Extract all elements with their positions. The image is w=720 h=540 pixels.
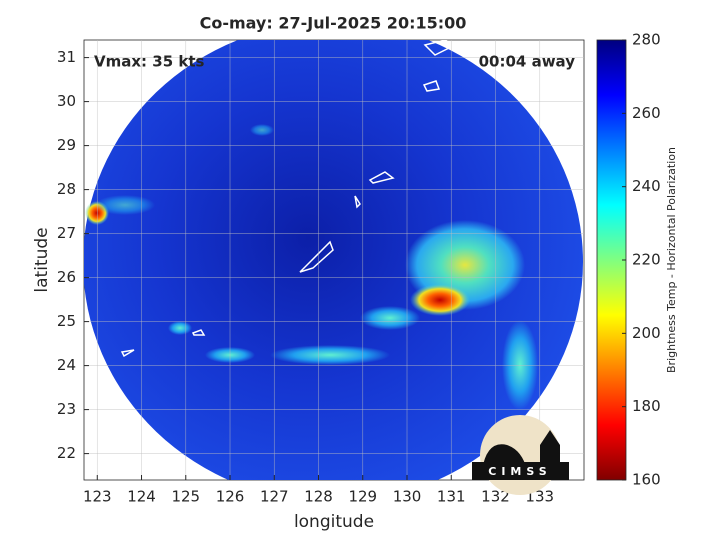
axes: 123 124 125 126 127 128 129 130 131 132 1332223242… bbox=[57, 31, 661, 506]
x-tick-label: 123 bbox=[83, 488, 112, 506]
colorbar-tick-label: 200 bbox=[632, 324, 661, 342]
colorbar-tick-label: 240 bbox=[632, 177, 661, 195]
x-tick-label: 129 bbox=[348, 488, 377, 506]
x-tick-label: 125 bbox=[171, 488, 200, 506]
satellite-image bbox=[84, 40, 583, 480]
colorbar-tick-label: 160 bbox=[632, 471, 661, 489]
x-tick-label: 132 bbox=[481, 488, 510, 506]
y-tick-label: 25 bbox=[57, 312, 76, 330]
y-tick-label: 29 bbox=[57, 136, 76, 154]
y-tick-label: 24 bbox=[57, 356, 76, 374]
x-tick-label: 128 bbox=[304, 488, 333, 506]
y-tick-label: 27 bbox=[57, 224, 76, 242]
y-tick-label: 31 bbox=[57, 48, 76, 66]
x-tick-label: 126 bbox=[216, 488, 245, 506]
y-axis-label: latitude bbox=[32, 227, 52, 292]
y-tick-label: 26 bbox=[57, 268, 76, 286]
logo-text: CIMSS bbox=[488, 465, 551, 478]
annotation: Vmax: 35 kts bbox=[94, 53, 204, 71]
colorbar-tick-label: 280 bbox=[632, 31, 661, 49]
y-tick-label: 23 bbox=[57, 400, 76, 418]
colorbar bbox=[596, 39, 627, 481]
x-tick-label: 130 bbox=[393, 488, 422, 506]
x-tick-label: 131 bbox=[437, 488, 466, 506]
y-tick-label: 30 bbox=[57, 92, 76, 110]
y-tick-label: 22 bbox=[57, 444, 76, 462]
colorbar-tick-label: 260 bbox=[632, 104, 661, 122]
x-tick-label: 127 bbox=[260, 488, 289, 506]
colorbar-label: Brightness Temp - Horizontal Polarizatio… bbox=[665, 147, 678, 373]
y-tick-label: 28 bbox=[57, 180, 76, 198]
logo: CIMSS bbox=[472, 415, 569, 495]
x-tick-label: 124 bbox=[127, 488, 156, 506]
x-axis-label: longitude bbox=[294, 512, 374, 532]
colorbar-tick-label: 220 bbox=[632, 251, 661, 269]
annotation: 00:04 away bbox=[479, 53, 576, 71]
chart-title: Co-may: 27-Jul-2025 20:15:00 bbox=[200, 14, 467, 33]
colorbar-tick-label: 180 bbox=[632, 397, 661, 415]
